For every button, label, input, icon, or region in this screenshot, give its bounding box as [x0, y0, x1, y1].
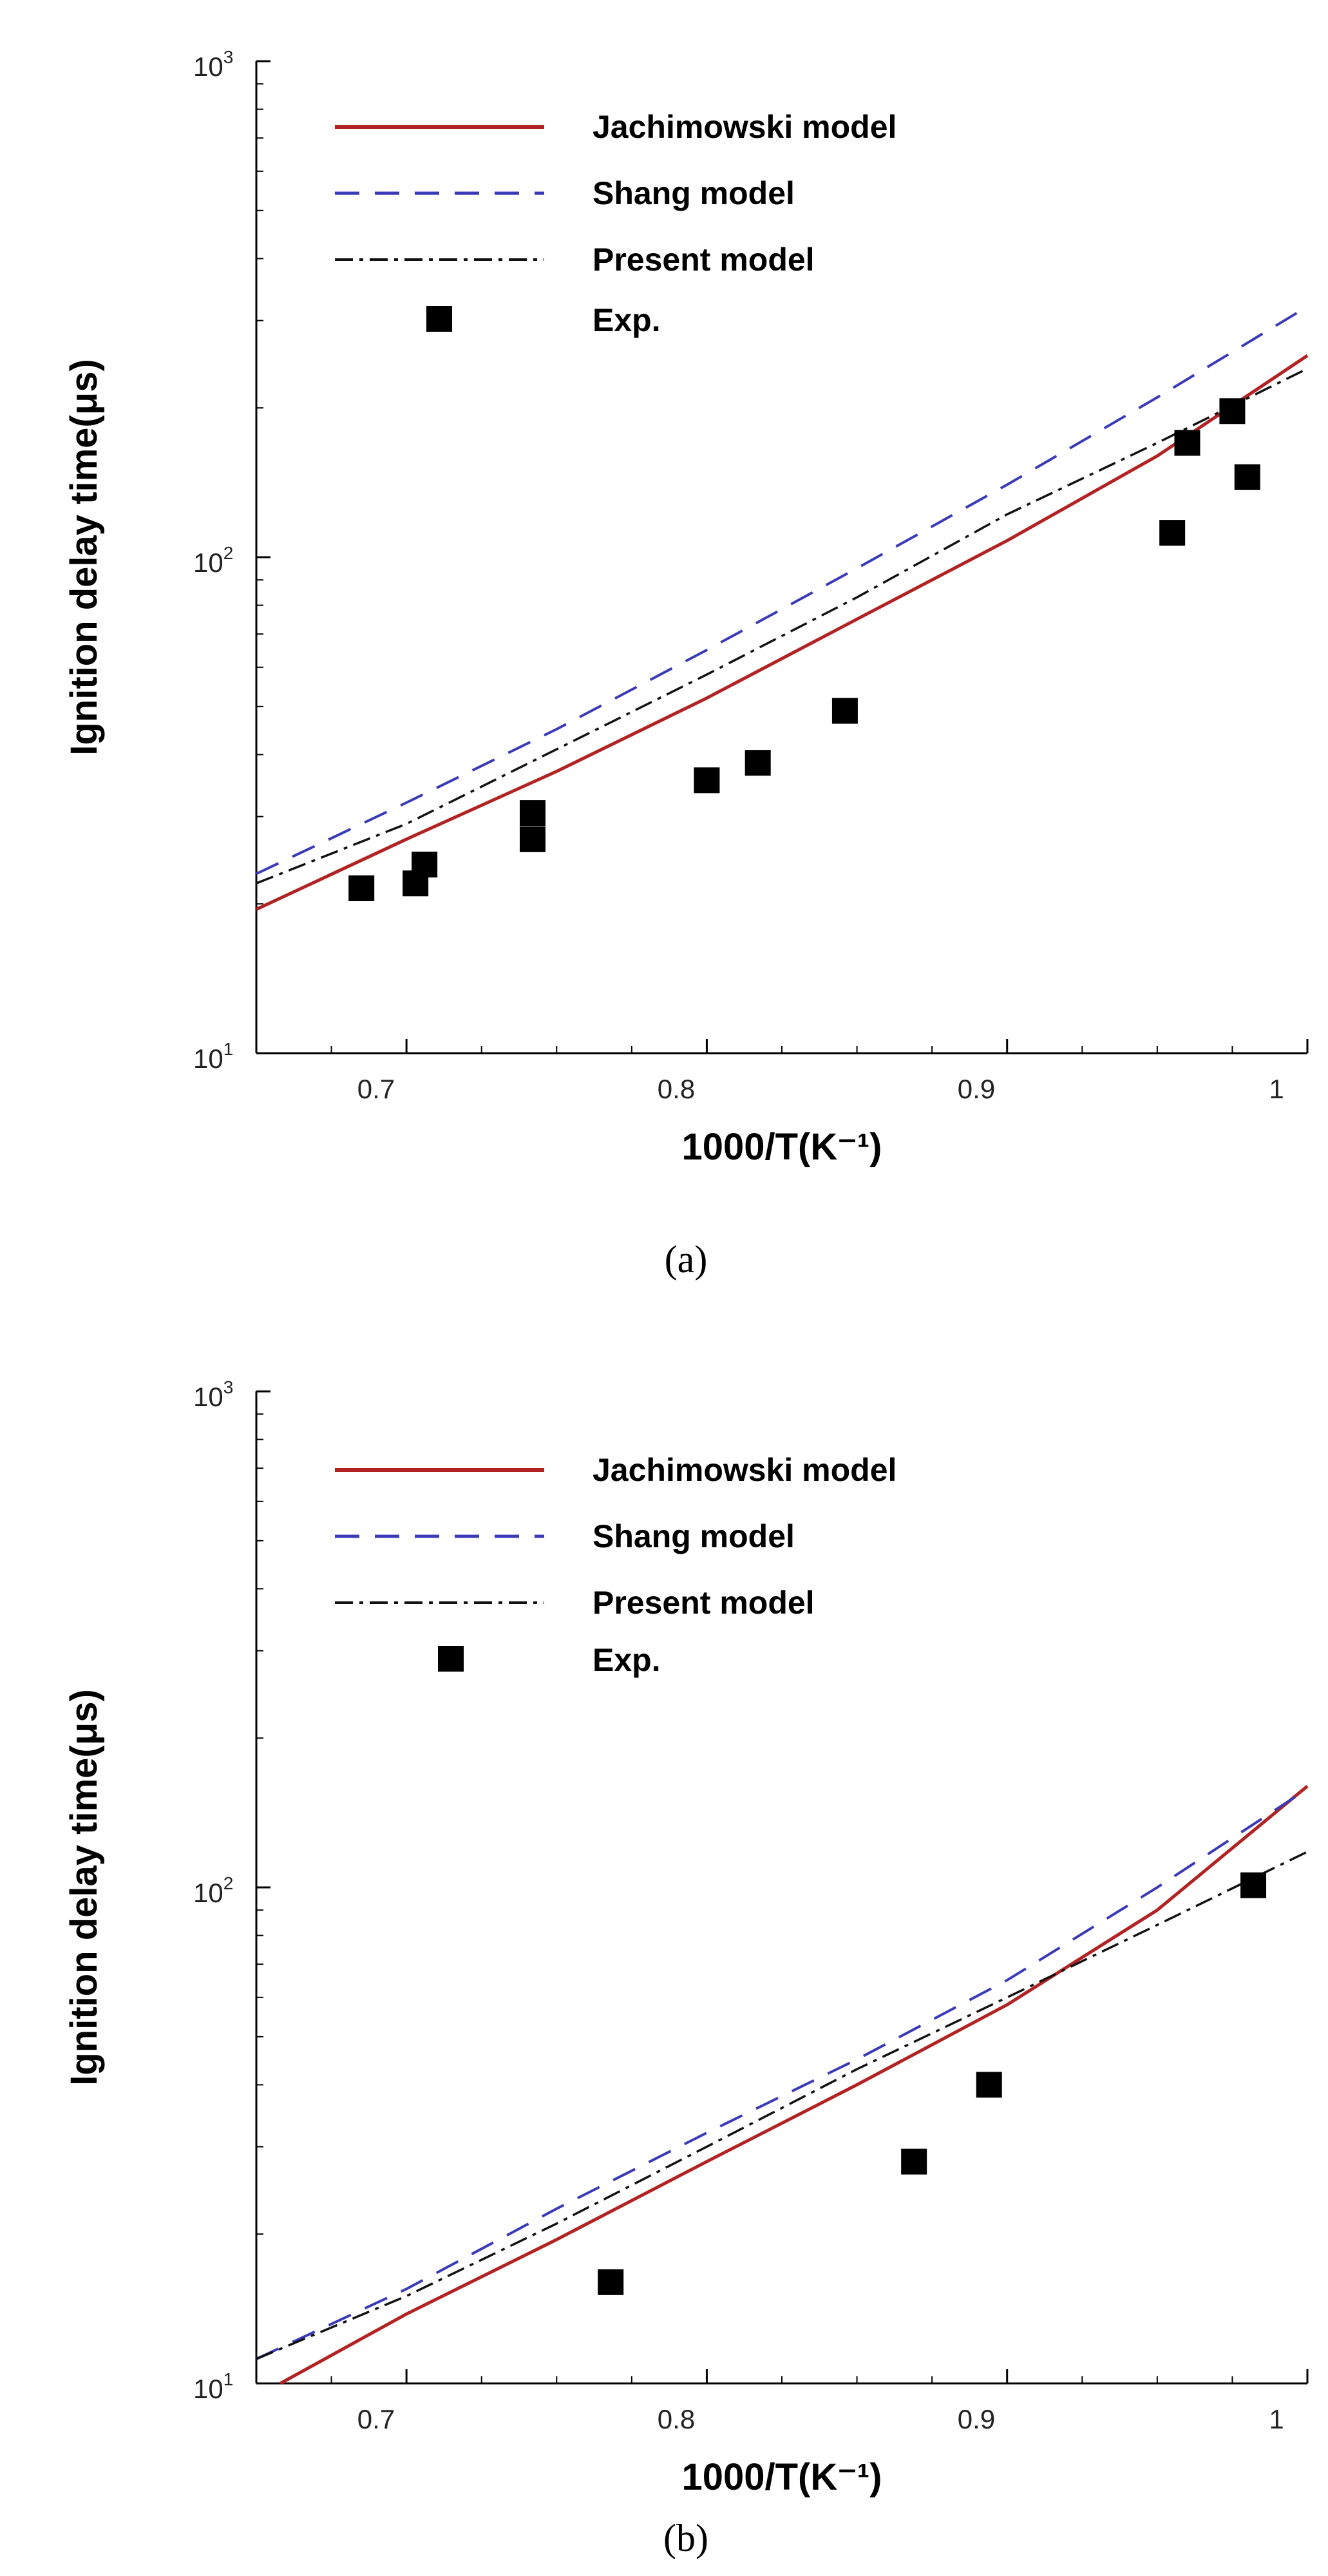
- panel-b-exp-point-3: [1240, 1872, 1267, 1898]
- panel-b-series-solid-line: [280, 1784, 1309, 2385]
- panel-a-exp-point-2: [412, 852, 438, 878]
- panel-a-ylabel: Ignition delay time(μs): [63, 359, 105, 756]
- panel-b-legend-marker-3: [438, 1646, 464, 1672]
- panel-b-exp-point-2: [976, 2072, 1002, 2098]
- panel-b-exp-point-1: [901, 2148, 927, 2175]
- panel-b-xtick-label-2: 0.9: [958, 2404, 995, 2434]
- panel-a-legend-label-3: Exp.: [593, 302, 661, 338]
- panel-a-exp-point-0: [348, 875, 375, 902]
- panel-b-series-layer: [256, 1784, 1309, 2385]
- panel-b-legend-label-0: Jachimowski model: [593, 1452, 896, 1488]
- panel-a-exp-point-6: [745, 750, 771, 776]
- panel-a-xtick-label-3: 1: [1269, 1074, 1284, 1104]
- panel-b-label: (b): [663, 2517, 708, 2559]
- panel-b-markers: [598, 1872, 1267, 2295]
- panel-a-xtick-label-0: 0.7: [357, 1074, 395, 1104]
- panel-a-exp-point-7: [831, 698, 858, 724]
- panel-a-series-dashed-line: [256, 305, 1309, 875]
- panel-a-exp-point-8: [1159, 520, 1186, 546]
- panel-a-legend-label-0: Jachimowski model: [593, 109, 896, 145]
- panel-b-legend-label-2: Present model: [593, 1585, 815, 1621]
- panel-a-exp-point-11: [1234, 464, 1260, 490]
- panel-a-xlabel: 1000/T(K⁻¹): [681, 1126, 882, 1168]
- panel-b-xtick-label-1: 0.8: [658, 2404, 695, 2434]
- panel-a-exp-point-10: [1219, 398, 1246, 425]
- panel-a-series-solid-line: [255, 354, 1309, 911]
- panel-a-xtick-label-1: 0.8: [658, 1074, 695, 1104]
- panel-a-series-dashdot-line: [256, 367, 1308, 884]
- panel-a-markers: [348, 398, 1260, 902]
- panel-b-series-dashdot-line: [256, 1851, 1308, 2360]
- panel-b-ticks: [256, 1390, 1309, 2385]
- panel-a-legend-label-2: Present model: [593, 242, 815, 278]
- panel-b-xlabel: 1000/T(K⁻¹): [681, 2456, 882, 2498]
- panel-a-legend: Jachimowski model Shang model Present mo…: [335, 109, 896, 338]
- panel-a-ticks: [256, 60, 1309, 1054]
- panel-a-xtick-label-2: 0.9: [958, 1074, 995, 1104]
- panel-b-ytick-label-1: 102: [193, 1873, 233, 1908]
- panel-b-ytick-label-2: 103: [193, 1377, 233, 1412]
- panel-b-xtick-label-0: 0.7: [357, 2404, 395, 2434]
- panel-b-xtick-label-3: 1: [1269, 2404, 1284, 2434]
- panel-a-label: (a): [665, 1238, 708, 1281]
- panel-b-series-dashed-line: [256, 1788, 1309, 2360]
- panel-a-legend-label-1: Shang model: [593, 175, 795, 211]
- panel-a-exp-point-9: [1174, 430, 1200, 456]
- panel-b-legend-label-3: Exp.: [593, 1642, 661, 1678]
- panel-a-ytick-label-2: 103: [193, 47, 233, 82]
- panel-b-exp-point-0: [598, 2269, 624, 2295]
- panel-b-legend: Jachimowski model Shang model Present mo…: [335, 1452, 896, 1678]
- panel-a-ytick-label-0: 101: [193, 1039, 233, 1074]
- panel-b-ylabel: Ignition delay time(μs): [63, 1689, 105, 2086]
- panel-a-legend-marker-3: [426, 306, 452, 332]
- panel-a-ytick-label-1: 102: [193, 543, 233, 578]
- panel-a-series-layer: [255, 305, 1309, 911]
- panel-a-exp-point-5: [694, 767, 720, 794]
- panel-b-legend-label-1: Shang model: [593, 1518, 795, 1554]
- panel-b-ytick-label-0: 101: [193, 2369, 233, 2404]
- panel-a-exp-point-4: [519, 800, 545, 826]
- panel-a: Jachimowski model Shang model Present mo…: [63, 47, 1309, 1281]
- panel-b: Jachimowski model Shang model Present mo…: [63, 1377, 1309, 2559]
- panel-a-exp-point-3: [519, 826, 545, 852]
